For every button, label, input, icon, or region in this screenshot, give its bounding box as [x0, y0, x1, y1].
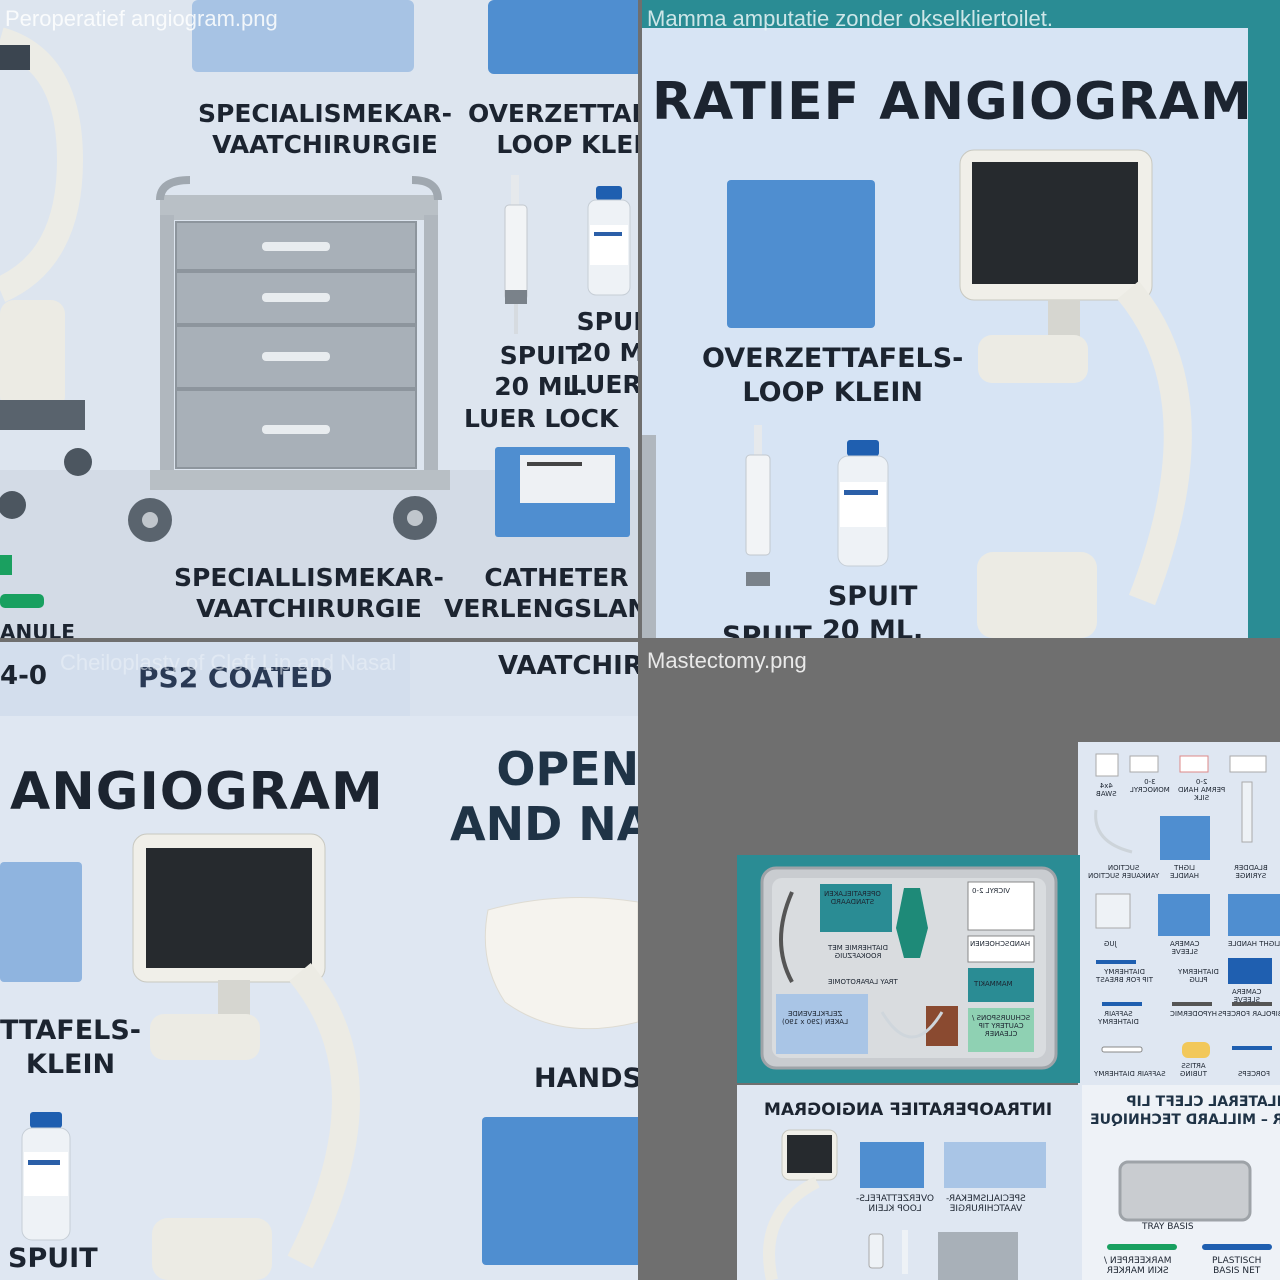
tile-1-illustration	[0, 0, 638, 638]
label-open-and-nas: OPEN AND NAS	[450, 742, 638, 852]
label-canule: ANULE	[0, 620, 75, 638]
grid-label-6: BLADDER SYRINGE	[1234, 864, 1268, 881]
grid-label-3: 2-0 PERMA HAND SILK	[1178, 778, 1226, 803]
grid-label-16: ARTISS TUBING	[1180, 1062, 1207, 1079]
tray-label-diathermie: DIATHERMIE MET ROOKAFZUIG	[828, 944, 889, 961]
image-tile-4[interactable]: Mastectomy.png	[642, 642, 1280, 1280]
tray-label-handschoenen: HANDSCHOENEN	[970, 940, 1031, 948]
label-catheter: CATHETER VERLENGSLANG	[444, 563, 638, 624]
label-hands: HANDS	[534, 1063, 638, 1094]
image-tile-2[interactable]: Mamma amputatie zonder okselkliertoilet.…	[642, 0, 1280, 638]
grid-label-4: SUCTION YANKAUER SUCTION	[1088, 864, 1160, 881]
label-spuit-vial: SPUIT 20 ML.	[822, 581, 924, 638]
label-overzettafel: OVERZETTAFEL- LOOP KLEIN	[468, 99, 638, 160]
tray-label-laparotomie: TRAY LAPAROTOMIE	[828, 978, 898, 986]
grid-label-9: LIGHT HANDLE	[1228, 940, 1280, 948]
grid-label-13: SAFFAIR DIATHERMY	[1098, 1010, 1139, 1027]
label-4-0: 4-0	[0, 661, 47, 691]
label-spuit: SPUIT	[8, 1243, 98, 1274]
tile-title: RATIEF ANGIOGRAM	[652, 72, 1253, 132]
label-specialismekar: SPECIALISMEKAR- VAATCHIRURGIE	[198, 99, 452, 160]
tile-filename: Mamma amputatie zonder okselkliertoilet.	[647, 6, 1053, 31]
grid-label-11: DIATHERMY PLUG	[1178, 968, 1219, 985]
tile-3-illustration	[0, 642, 638, 1280]
tile-filename: Cheiloplasty of Cleft Lip and Nasal	[60, 650, 397, 675]
tile-title: ANGIOGRAM	[10, 762, 384, 822]
image-tile-1[interactable]: Peroperatief angiogram.png	[0, 0, 638, 638]
grid-label-12: CAMERA SLEEVE	[1232, 988, 1262, 1005]
image-tile-3[interactable]: Cheiloplasty of Cleft Lip and Nasal 4-0 …	[0, 642, 638, 1280]
tile-2-illustration	[642, 0, 1280, 638]
tray-label-vicryl: VICRYL 2-0	[972, 887, 1010, 895]
grid-label-15: BIPOLAR FORCEPS	[1218, 1010, 1280, 1018]
label-spuit: SPUIT	[722, 621, 812, 638]
collage-label-overzettafels: OVERZETTAFELS- LOOP KLEIN	[856, 1194, 935, 1215]
label-vaatchiru: VAATCHIRU	[498, 651, 638, 681]
label-speciallismekar: SPECIALLISMEKAR- VAATCHIRURGIE	[174, 563, 444, 624]
tray-label-operatielaken: OPERATIELAKEN STANDAARD	[824, 890, 881, 907]
tray-label-zelfklevende: ZELFKLEVENDE LAKEN (290 x 190)	[782, 1010, 849, 1027]
collage-label-marker: MARKEERPEN / SKIN MARKER	[1104, 1256, 1172, 1277]
collage-title-cleft-lip: BILATERAL CLEFT LIP REPAIR – MILLARD TEC…	[1090, 1094, 1280, 1128]
grid-label-7: JUG	[1104, 940, 1117, 948]
grid-label-17: SAFFAIR DIATHERMY	[1094, 1070, 1166, 1078]
tile-filename: Mastectomy.png	[647, 648, 807, 673]
grid-label-10: DIATHERMY TIP FOR BREAST	[1096, 968, 1154, 985]
tray-label-mammakit: MAMMAKIT	[974, 980, 1013, 988]
collage-label-plastisch: PLASTISCH BASIS NET	[1212, 1256, 1262, 1277]
grid-label-8: CAMERA SLEEVE	[1170, 940, 1200, 957]
tray-label-schuurspons: SCHUURSPONS / CAUTERY TIP CLEANER	[972, 1014, 1031, 1039]
tile-filename: Peroperatief angiogram.png	[5, 6, 278, 31]
collage-label-specialismekar: SPECIALISMEKAR- VAATCHIRURGIE	[946, 1194, 1026, 1215]
label-ttafels: TTAFELS- KLEIN	[0, 1015, 141, 1080]
label-spuit: SPUIT 20 ML. LUER LOCK	[464, 341, 619, 433]
grid-label-1: 4x4 SWAB	[1096, 782, 1117, 799]
tile-4-collage	[737, 742, 1280, 1280]
collage-label-tray-basis: TRAY BASIS	[1142, 1222, 1194, 1232]
label-overzettafels: OVERZETTAFELS- LOOP KLEIN	[702, 343, 964, 408]
label-spuit-vial: SPUIT 20 ML LUER L	[570, 307, 638, 399]
grid-label-18: FORCEPS	[1238, 1070, 1271, 1078]
label-ps2: PS2 COATED	[138, 661, 333, 694]
grid-label-2: 3-0 MONOCRYL	[1130, 778, 1170, 795]
collage-title-angiogram: INTRAOPERATIEF ANGIOGRAM	[764, 1100, 1053, 1120]
grid-label-14: HYPODERMIC	[1170, 1010, 1217, 1018]
grid-label-5: LIGHT HANDLE	[1170, 864, 1200, 881]
